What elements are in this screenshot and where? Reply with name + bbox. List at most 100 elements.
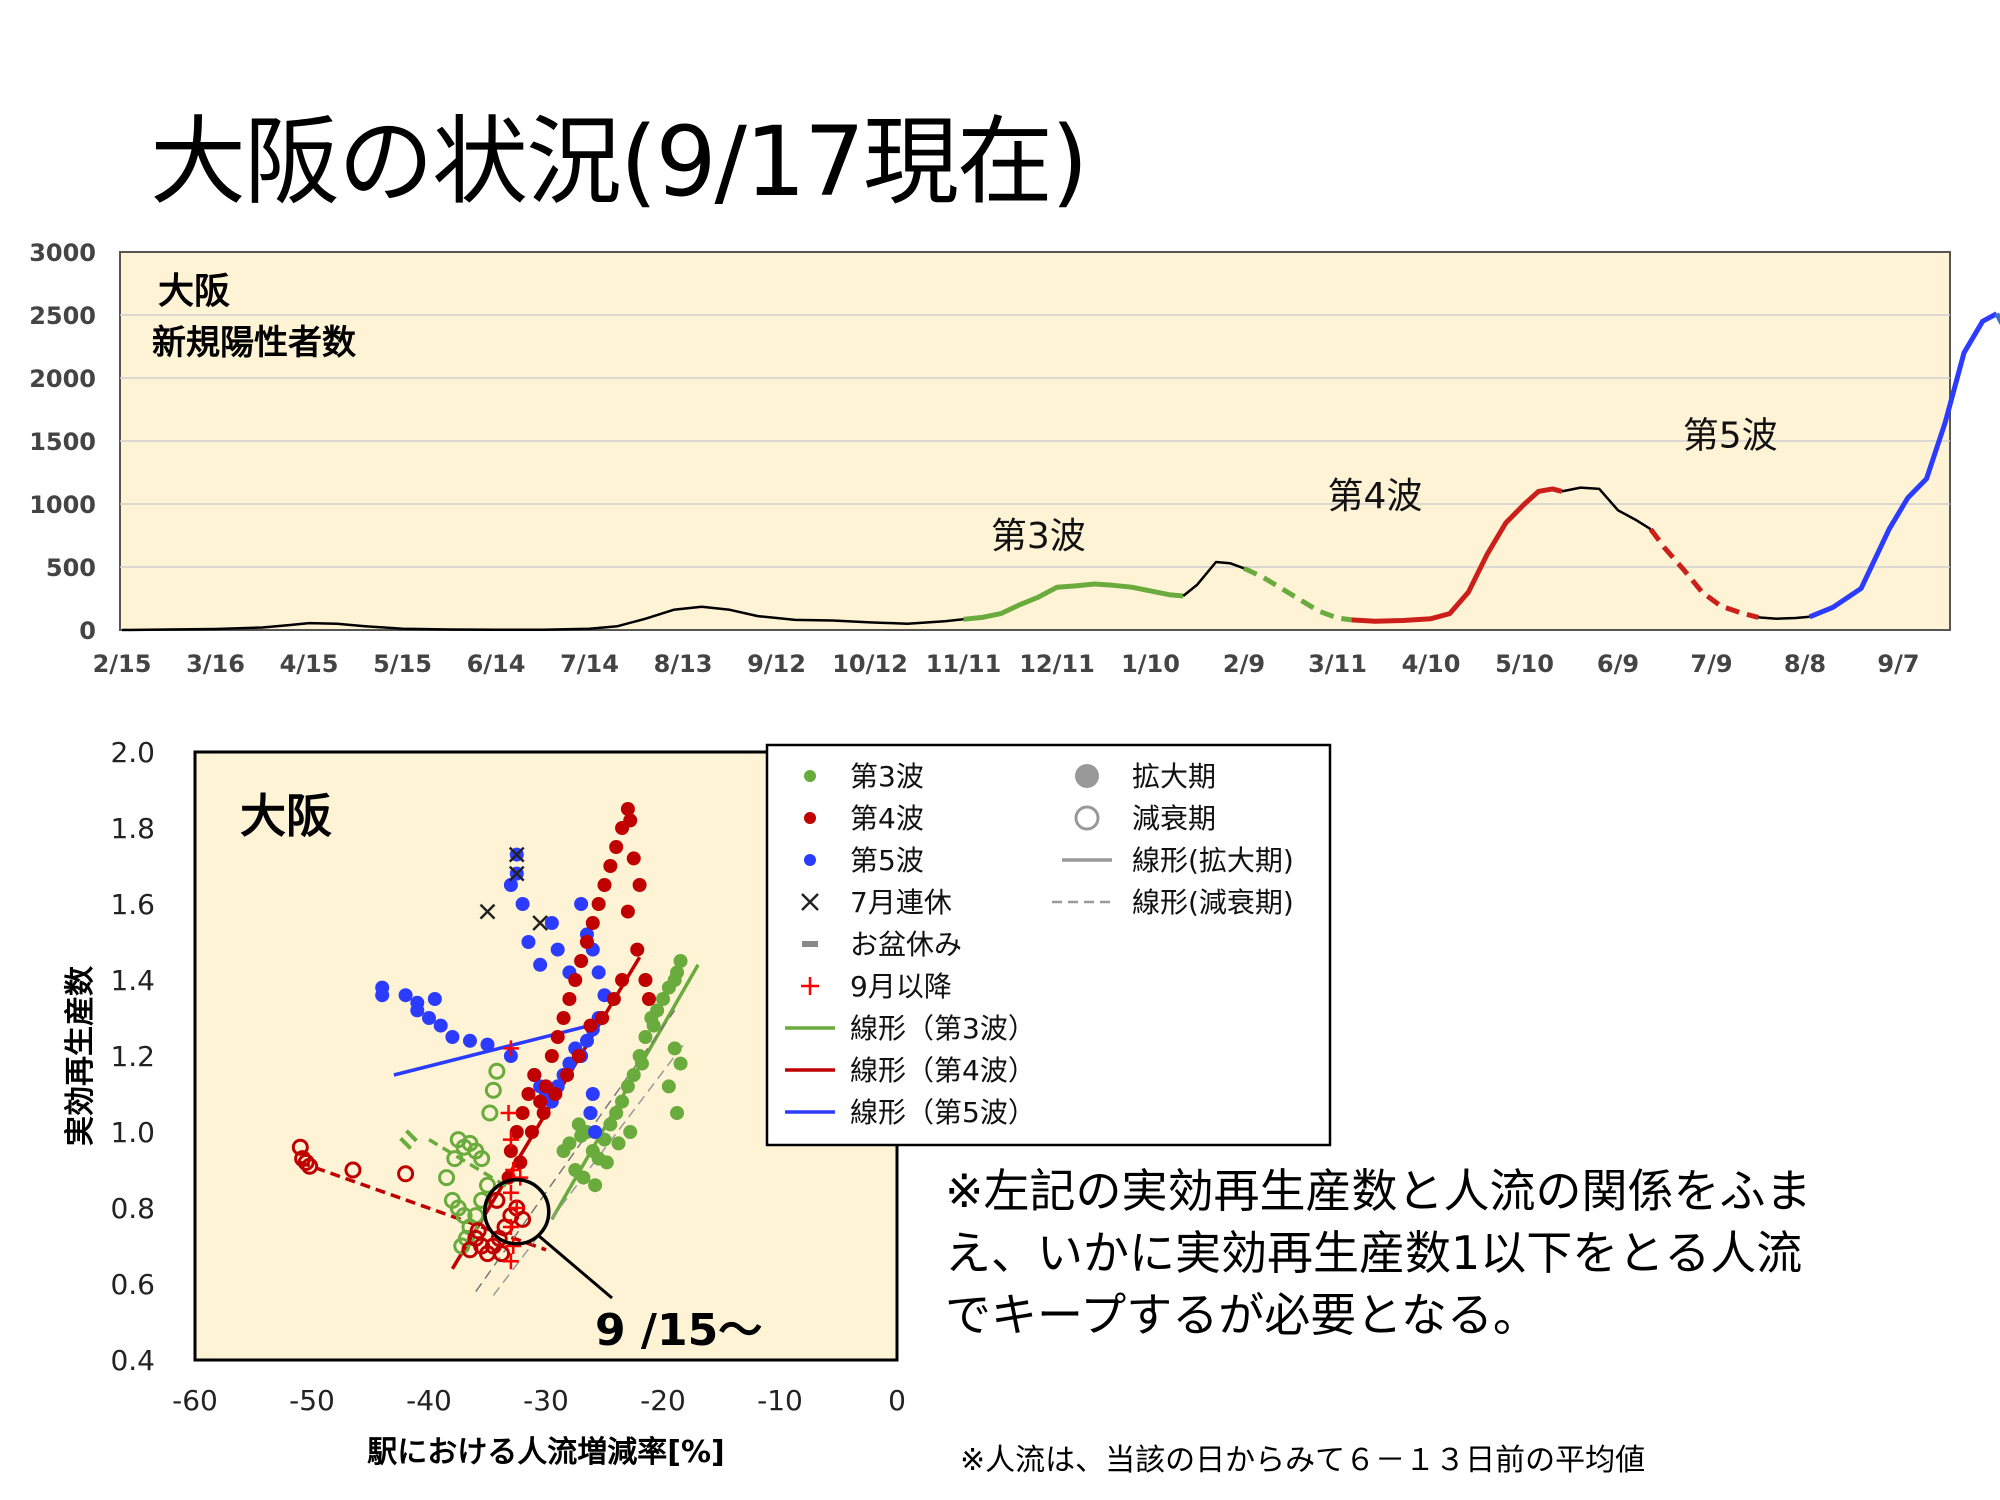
wave-label: 第4波: [1327, 476, 1422, 517]
wave4-point: [550, 1030, 565, 1044]
wave4-point: [513, 1155, 528, 1170]
wave4-point: [638, 973, 653, 987]
wave5-point: [579, 1033, 594, 1048]
wave4-point: [515, 1106, 530, 1120]
wave5-point: [462, 1033, 477, 1048]
wave4-point: [615, 973, 630, 987]
september-point: [508, 1200, 525, 1216]
september-point: [502, 1040, 519, 1057]
series-line: [1808, 311, 1998, 620]
wave4-point: [585, 916, 600, 930]
wave5-point: [521, 935, 536, 949]
legend-label: 第5波: [850, 844, 924, 877]
wave3-point: [673, 1056, 688, 1071]
x-tick-label: 2/9: [1223, 650, 1265, 678]
wave4-point: [620, 904, 635, 919]
x-tick-label: -40: [406, 1384, 452, 1417]
wave4-point: [641, 992, 656, 1006]
september-point: [505, 1238, 522, 1254]
wave4-decline-point: [488, 1191, 506, 1209]
wave5-point: [445, 1030, 460, 1044]
legend-label: 7月連休: [850, 886, 952, 919]
wave5-point: [583, 1106, 598, 1120]
series-line: [1648, 527, 1759, 620]
wave5-point: [503, 878, 518, 892]
wave4-point: [620, 802, 635, 816]
x-tick-label: 6/14: [467, 650, 526, 678]
wave4-decline-point: [514, 1210, 532, 1228]
trend-line: [492, 1040, 687, 1296]
x-tick-label: -30: [523, 1384, 569, 1417]
legend-label: 線形（第4波）: [850, 1054, 1036, 1087]
wave3-point: [673, 954, 688, 968]
y-axis-label: 実効再生産数: [63, 965, 98, 1146]
wave5-point: [591, 965, 606, 980]
x-tick-label: 3/16: [186, 650, 245, 678]
wave4-point: [597, 878, 612, 892]
wave4-decline-point: [344, 1161, 362, 1179]
wave3-decline-point: [453, 1237, 471, 1255]
legend-label: お盆休み: [850, 928, 962, 961]
chart-subtitle: 新規陽性者数: [152, 323, 356, 363]
wave3-point: [588, 1178, 603, 1193]
wave3-point: [626, 1068, 641, 1082]
x-tick-label: -10: [757, 1384, 803, 1417]
wave4-point: [548, 1087, 563, 1101]
wave4-point: [626, 851, 641, 866]
y-tick-label: 0.6: [110, 1268, 155, 1301]
wave3-decline-point: [484, 1081, 502, 1099]
wave3-point: [656, 992, 670, 1006]
legend-marker: [1074, 805, 1100, 831]
wave5-point: [422, 1011, 436, 1025]
september-point: [502, 1219, 519, 1235]
y-tick-label: 1.2: [110, 1040, 155, 1073]
wave3-point: [623, 1125, 638, 1139]
wave4-decline-point: [461, 1241, 479, 1259]
wave5-point: [375, 988, 390, 1003]
wave3-point: [611, 1136, 626, 1151]
x-tick-label: 8/8: [1784, 650, 1826, 678]
wave3-point: [556, 1144, 571, 1158]
trend-line: [475, 1009, 676, 1293]
chart-title: 大阪: [158, 271, 230, 312]
y-tick-label: 0.8: [110, 1192, 155, 1225]
wave4-point: [560, 1068, 575, 1082]
x-tick-label: -20: [640, 1384, 686, 1417]
y-tick-label: 1.6: [110, 888, 155, 921]
legend-marker: [801, 893, 819, 911]
wave4-point: [632, 878, 647, 892]
series-line: [1182, 560, 1245, 597]
wave3-decline-point: [479, 1176, 496, 1194]
x-tick-label: 4/10: [1402, 650, 1461, 678]
wave5-point: [550, 942, 565, 957]
wave4-decline-point: [469, 1222, 487, 1240]
wave4-point: [609, 840, 624, 854]
wave3-point: [576, 1170, 591, 1185]
wave4-point: [591, 897, 606, 911]
wave5-point: [433, 1018, 448, 1033]
chart-title: 大阪: [240, 789, 332, 843]
july-holiday-point: [508, 865, 525, 882]
september-point: [505, 1162, 522, 1178]
september-point: [500, 1105, 517, 1121]
wave4-decline-point: [301, 1157, 319, 1175]
y-tick-label: 2.0: [110, 736, 155, 769]
y-tick-label: 1.8: [110, 812, 155, 845]
y-tick-label: 0: [79, 617, 96, 645]
wave3-point: [571, 1117, 586, 1132]
note-line: でキープするが必要となる。: [945, 1288, 1539, 1342]
wave3-point: [620, 1079, 635, 1094]
note-line: え、いかに実効再生産数1以下をとる人流: [945, 1226, 1803, 1280]
wave3-point: [650, 1003, 665, 1018]
x-tick-label: 3/11: [1308, 650, 1367, 678]
wave3-point: [646, 1018, 661, 1033]
series-line: [121, 605, 964, 632]
y-tick-label: 1.0: [110, 1116, 155, 1149]
september-point: [502, 1253, 519, 1270]
wave5-point: [480, 1037, 495, 1052]
september-point: [502, 1131, 519, 1148]
wave4-decline-point: [291, 1138, 309, 1156]
wave3-point: [638, 1030, 653, 1044]
wave5-point: [410, 1003, 425, 1018]
